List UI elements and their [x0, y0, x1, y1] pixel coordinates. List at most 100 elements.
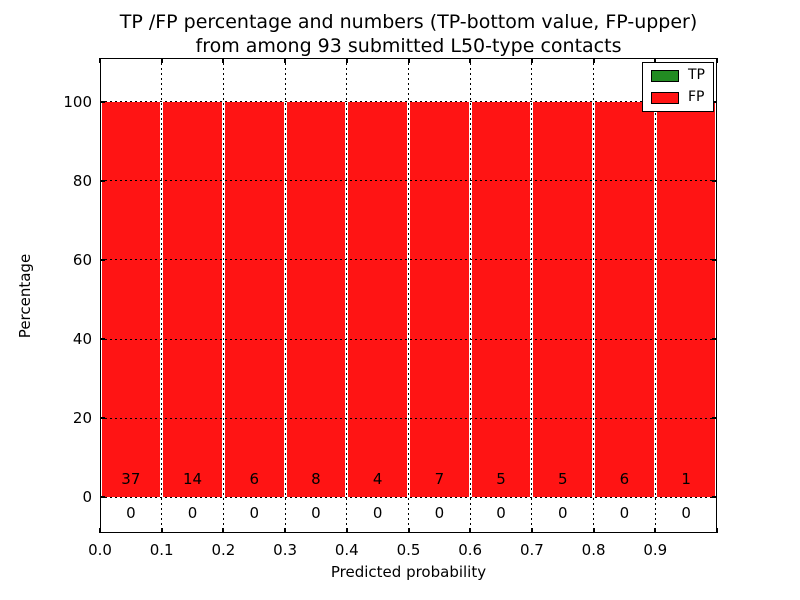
x-tick — [284, 528, 287, 533]
x-tick — [222, 528, 225, 533]
y-tick-label: 80 — [72, 171, 92, 190]
chart-title-line1: TP /FP percentage and numbers (TP-bottom… — [119, 11, 698, 33]
y-tick — [712, 179, 717, 182]
x-tick — [654, 58, 657, 63]
x-tick-label: 0.8 — [581, 541, 606, 559]
fp-count-label: 7 — [434, 469, 445, 488]
x-tick-label: 0.7 — [519, 541, 544, 559]
v-gridline — [222, 58, 224, 533]
x-tick — [407, 528, 410, 533]
tp-count-label: 0 — [496, 504, 506, 523]
v-gridline — [284, 58, 286, 533]
y-tick — [100, 258, 105, 261]
x-tick — [345, 58, 348, 63]
y-tick-label: 60 — [72, 250, 92, 269]
x-tick-label: 0.0 — [88, 541, 112, 559]
bar-fp-3 — [286, 101, 346, 498]
bar-fp-8 — [595, 101, 654, 498]
fp-count-label: 14 — [183, 469, 203, 488]
x-tick-label: 0.4 — [334, 541, 359, 559]
x-tick — [530, 58, 533, 63]
tp-count-label: 0 — [619, 504, 630, 523]
x-tick — [716, 58, 718, 63]
v-gridline — [593, 58, 595, 533]
x-tick-label: 0.5 — [396, 541, 421, 559]
bar-fp-0 — [101, 101, 161, 498]
x-tick — [160, 58, 163, 63]
v-gridline — [469, 58, 471, 533]
tp-count-label: 0 — [126, 504, 136, 523]
x-tick — [654, 528, 657, 533]
x-tick-label: 0.6 — [458, 541, 483, 559]
v-gridline — [346, 58, 348, 533]
legend: TP FP — [642, 62, 714, 112]
fp-count-label: 8 — [311, 469, 321, 488]
legend-label-fp: FP — [688, 89, 705, 105]
x-tick — [284, 58, 287, 63]
y-tick — [100, 496, 105, 499]
x-tick-label: 0.3 — [273, 541, 298, 559]
legend-swatch-fp — [651, 91, 679, 104]
tp-count-label: 0 — [434, 504, 445, 523]
fp-count-label: 6 — [249, 469, 260, 488]
fp-count-label: 6 — [619, 469, 630, 488]
fp-count-label: 4 — [372, 469, 383, 488]
y-tick — [712, 496, 717, 499]
y-tick — [712, 417, 717, 420]
x-tick — [99, 528, 101, 533]
plot-area: TP FP 0 0 0 0 0 0 0 0 0 0 37 14 6 8 4 7 5 5 6 1 — [99, 58, 718, 533]
tp-count-label: 0 — [681, 504, 691, 523]
x-tick — [592, 528, 595, 533]
bar-fp-4 — [348, 101, 407, 498]
tp-count-label: 0 — [249, 504, 260, 523]
bar-fp-1 — [163, 101, 222, 498]
chart-title-line2: from among 93 submitted L50-type contact… — [195, 35, 622, 57]
legend-entry: TP — [651, 68, 705, 83]
legend-label-tp: TP — [688, 67, 705, 83]
bar-fp-6 — [471, 101, 531, 498]
x-tick — [469, 528, 472, 533]
fp-count-label: 37 — [121, 469, 141, 488]
legend-entry: FP — [651, 90, 705, 105]
tp-count-label: 0 — [187, 504, 198, 523]
fp-count-label: 1 — [681, 469, 691, 488]
y-tick-label: 20 — [72, 409, 92, 428]
tp-count-label: 0 — [557, 504, 568, 523]
bar-fp-9 — [656, 101, 716, 498]
chart-title: TP /FP percentage and numbers (TP-bottom… — [100, 10, 717, 58]
y-tick-label: 0 — [82, 488, 92, 507]
x-tick — [160, 528, 163, 533]
tp-count-label: 0 — [311, 504, 321, 523]
bar-fp-2 — [224, 101, 284, 498]
x-tick — [530, 528, 533, 533]
bar-fp-7 — [533, 101, 593, 498]
y-tick — [100, 338, 105, 341]
tp-count-label: 0 — [372, 504, 383, 523]
y-tick-label: 100 — [63, 92, 92, 111]
x-tick — [99, 58, 101, 63]
x-tick — [469, 58, 472, 63]
x-tick-label: 0.2 — [211, 541, 236, 559]
x-tick-label: 0.9 — [643, 541, 668, 559]
x-axis-label: Predicted probability — [330, 563, 487, 581]
x-tick — [407, 58, 410, 63]
y-tick — [712, 338, 717, 341]
y-tick-label: 40 — [72, 330, 92, 349]
x-tick — [345, 528, 348, 533]
v-gridline — [408, 58, 409, 533]
y-tick — [712, 258, 717, 261]
fp-count-label: 5 — [557, 469, 568, 488]
v-gridline — [161, 58, 163, 533]
v-gridline — [654, 58, 656, 533]
legend-swatch-tp — [651, 69, 679, 82]
fp-count-label: 5 — [496, 469, 506, 488]
bar-fp-5 — [410, 101, 469, 498]
x-tick — [592, 58, 595, 63]
y-tick — [100, 179, 105, 182]
x-tick — [222, 58, 225, 63]
v-gridline — [531, 58, 533, 533]
y-tick — [712, 100, 717, 103]
x-tick-label: 0.1 — [149, 541, 174, 559]
x-tick — [716, 528, 718, 533]
